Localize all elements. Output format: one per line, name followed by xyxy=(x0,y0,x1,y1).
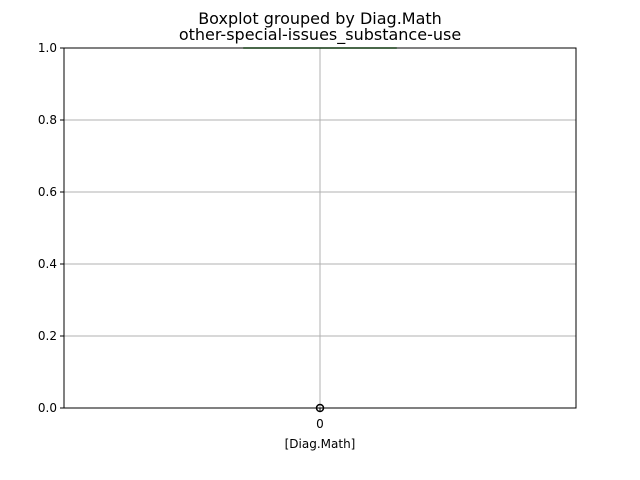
y-tick-label: 0.6 xyxy=(38,185,57,199)
y-tick-label: 0.8 xyxy=(38,113,57,127)
y-tick-label: 0.4 xyxy=(38,257,57,271)
grid xyxy=(64,47,576,409)
y-tick-label: 0.2 xyxy=(38,329,57,343)
x-tick-label: 0 xyxy=(316,417,324,431)
y-tick-label: 0.0 xyxy=(38,401,57,415)
x-axis: 0 xyxy=(316,408,324,431)
x-axis-label: [Diag.Math] xyxy=(285,437,356,451)
chart-title: Boxplot grouped by Diag.Math xyxy=(198,9,442,28)
y-tick-label: 1.0 xyxy=(38,41,57,55)
chart-subtitle: other-special-issues_substance-use xyxy=(179,25,461,45)
y-axis: 0.0 0.2 0.4 0.6 0.8 1.0 xyxy=(38,41,64,415)
